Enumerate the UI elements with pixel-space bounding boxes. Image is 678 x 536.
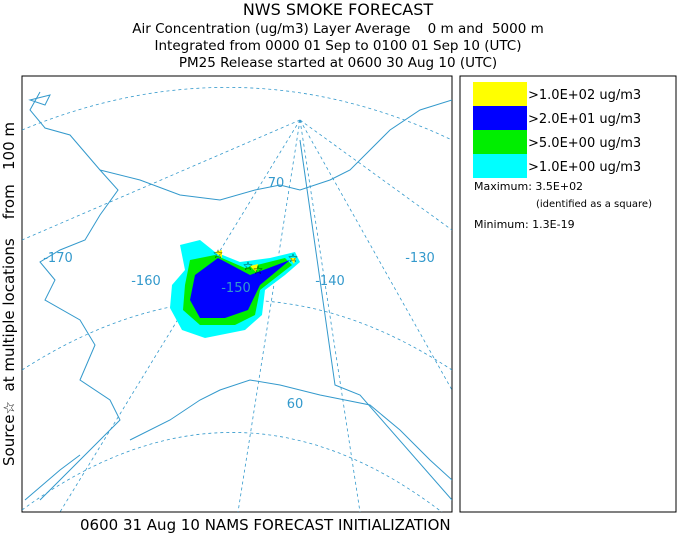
map-label: -150 — [221, 281, 251, 296]
graticule — [299, 119, 452, 231]
legend-label: >2.0E+01 ug/m3 — [528, 112, 641, 127]
maximum-note: (identified as a square) — [536, 199, 652, 210]
title: NWS SMOKE FORECAST — [243, 0, 434, 19]
legend-swatch — [473, 130, 527, 154]
source-marker: ☆ — [288, 251, 299, 265]
maximum: Maximum: 3.5E+02 — [474, 180, 583, 193]
coastline — [29, 91, 452, 501]
map-label: 70 — [268, 176, 285, 191]
source-markers: ☆ ☆ ☆ ☆ — [213, 247, 299, 277]
map-label: -140 — [315, 274, 345, 289]
map-label: -130 — [405, 251, 435, 266]
legend-label: >5.0E+00 ug/m3 — [528, 136, 641, 151]
minimum: Minimum: 1.3E-19 — [474, 218, 575, 231]
graticule — [22, 432, 443, 512]
coastline — [99, 99, 452, 201]
graticule — [22, 119, 301, 241]
legend-swatch — [473, 82, 527, 106]
graticule — [22, 87, 452, 141]
coastline — [24, 94, 81, 501]
source-marker: ☆ — [213, 247, 224, 261]
border — [299, 139, 452, 501]
subtitle: Air Concentration (ug/m3) Layer Average … — [132, 21, 544, 37]
map: ☆ ☆ ☆ ☆ -170 -160 -150 -140 -130 70 60 — [22, 87, 452, 512]
subtitle: Integrated from 0000 01 Sep to 0100 01 S… — [154, 38, 521, 54]
legend-label: >1.0E+02 ug/m3 — [528, 88, 641, 103]
source-marker: ☆ — [253, 263, 264, 277]
map-label: -170 — [43, 251, 73, 266]
map-label: 60 — [287, 397, 304, 412]
legend-swatch — [473, 106, 527, 130]
graticule — [299, 119, 361, 512]
plume — [215, 250, 296, 272]
side-label: Source☆ at multiple locations from 100 m — [0, 122, 18, 466]
footer: 0600 31 Aug 10 NAMS FORECAST INITIALIZAT… — [80, 516, 451, 534]
legend-swatch — [473, 154, 527, 178]
plume — [190, 258, 290, 318]
graticule — [237, 119, 301, 512]
graticule — [299, 119, 452, 391]
source-marker: ☆ — [243, 259, 254, 273]
map-label: -160 — [131, 274, 161, 289]
legend-label: >1.0E+00 ug/m3 — [528, 160, 641, 175]
subtitle: PM25 Release started at 0600 30 Aug 10 (… — [179, 55, 497, 71]
legend: >1.0E+02 ug/m3 >2.0E+01 ug/m3 >5.0E+00 ug/… — [473, 82, 641, 178]
